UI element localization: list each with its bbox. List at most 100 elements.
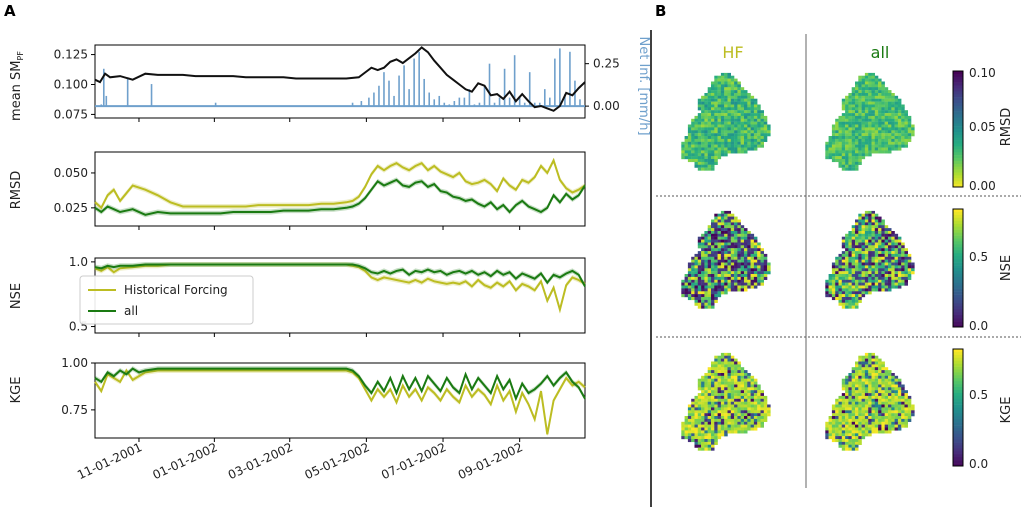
map-cell xyxy=(734,370,738,374)
map-cell xyxy=(697,265,702,269)
map-cell xyxy=(737,127,741,131)
map-cell xyxy=(891,373,895,377)
map-cell xyxy=(871,124,875,128)
map-cell xyxy=(861,259,866,263)
map-cell xyxy=(704,407,708,411)
map-cell xyxy=(760,138,764,142)
map-cell xyxy=(730,84,735,88)
map-cell xyxy=(851,375,856,379)
map-cell xyxy=(694,404,698,408)
net-inf-bar xyxy=(428,92,431,107)
map-cell xyxy=(711,98,715,102)
map-cell xyxy=(727,87,731,91)
map-cell xyxy=(858,370,862,374)
map-cell xyxy=(734,271,738,275)
map-cell xyxy=(841,144,846,148)
map-cell xyxy=(841,259,846,263)
map-cell xyxy=(750,282,755,286)
map-cell xyxy=(855,418,859,422)
map-cell xyxy=(714,236,718,240)
map-cell xyxy=(753,147,758,151)
map-cell xyxy=(750,401,755,405)
map-cell xyxy=(888,401,892,405)
map-cell xyxy=(737,225,741,229)
map-cell xyxy=(730,231,735,235)
map-cell xyxy=(848,153,852,157)
map-cell xyxy=(740,259,745,263)
map-cell xyxy=(825,291,829,295)
map-cell xyxy=(848,156,852,160)
map-cell xyxy=(701,233,705,237)
map-cell xyxy=(714,436,718,440)
map-cell xyxy=(737,387,741,391)
map-cell xyxy=(871,225,875,229)
map-cell xyxy=(868,121,872,125)
map-cell xyxy=(838,279,842,283)
map-cell xyxy=(894,378,899,382)
map-cell xyxy=(864,98,869,102)
map-cell xyxy=(904,421,908,425)
map-cell xyxy=(704,274,708,278)
net-inf-bar xyxy=(528,72,531,107)
map-cell xyxy=(888,259,892,263)
map-cell xyxy=(845,130,849,134)
map-cell xyxy=(744,127,748,131)
map-cell xyxy=(737,110,741,114)
map-cell xyxy=(864,90,869,94)
map-cell xyxy=(888,138,892,142)
map-cell xyxy=(734,430,738,434)
map-cell xyxy=(711,242,715,246)
colorbar-step xyxy=(953,428,963,432)
map-cell xyxy=(871,265,875,269)
map-cell xyxy=(740,430,745,434)
map-cell xyxy=(904,407,908,411)
colorbar-step xyxy=(953,309,963,313)
map-cell xyxy=(727,364,731,368)
map-cell xyxy=(874,228,879,232)
map-cell xyxy=(888,251,892,255)
map-cell xyxy=(747,233,751,237)
map-cell xyxy=(891,427,895,431)
map-cell xyxy=(838,130,842,134)
colorbar-step xyxy=(953,357,963,362)
map-cell xyxy=(891,274,895,278)
map-cell xyxy=(868,352,872,356)
map-cell xyxy=(727,133,731,137)
map-cell xyxy=(724,251,728,255)
map-cell xyxy=(727,115,731,119)
map-cell xyxy=(694,285,698,289)
map-cell xyxy=(730,136,735,140)
map-cell xyxy=(855,373,859,377)
map-cell xyxy=(851,285,856,289)
map-cell xyxy=(835,259,839,263)
map-cell xyxy=(701,427,705,431)
map-cell xyxy=(691,416,695,420)
map-cell xyxy=(868,115,872,119)
map-cell xyxy=(897,410,902,414)
map-cell xyxy=(707,395,712,399)
map-cell xyxy=(730,256,735,260)
map-cell xyxy=(747,93,751,97)
map-cell xyxy=(714,95,718,99)
map-cell xyxy=(740,113,745,117)
map-cell xyxy=(737,384,741,388)
map-cell xyxy=(874,127,879,131)
net-inf-bar xyxy=(403,65,405,107)
map-cell xyxy=(874,213,879,217)
map-cell xyxy=(871,262,875,266)
map-cell xyxy=(747,398,751,402)
map-cell xyxy=(687,285,692,289)
map-cell xyxy=(714,253,718,257)
map-cell xyxy=(897,141,902,145)
map-cell xyxy=(891,416,895,420)
map-cell xyxy=(904,276,908,280)
map-cell xyxy=(845,375,849,379)
map-cell xyxy=(881,416,885,420)
map-cell xyxy=(730,253,735,257)
map-cell xyxy=(897,236,902,240)
map-cell xyxy=(753,130,758,134)
map-cell xyxy=(744,285,748,289)
map-cell xyxy=(704,395,708,399)
map-cell xyxy=(848,262,852,266)
map-cell xyxy=(891,101,895,105)
